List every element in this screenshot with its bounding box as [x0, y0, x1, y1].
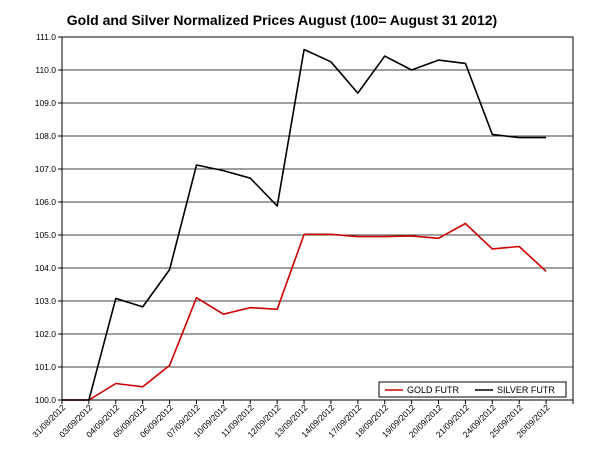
y-tick-label: 102.0: [35, 329, 57, 339]
y-tick-label: 103.0: [35, 296, 57, 306]
y-tick-label: 110.0: [35, 65, 56, 75]
y-axis: 100.0 101.0 102.0 103.0 104.0 105.0 106.0 107.0…: [35, 32, 62, 405]
y-tick-label: 105.0: [35, 230, 57, 240]
y-tick-label: 107.0: [35, 164, 57, 174]
legend-box: [378, 381, 567, 398]
plot-area: [61, 36, 574, 401]
series-lines: [62, 48, 547, 401]
y-tick-label: 106.0: [35, 197, 57, 207]
y-tick-label: 111.0: [36, 32, 56, 42]
x-axis: 31/08/201203/09/201204/09/201205/09/2012…: [30, 400, 574, 439]
legend-label-silver: SILVER FUTR: [497, 385, 555, 395]
y-tick-label: 101.0: [35, 362, 57, 372]
y-tick-label: 108.0: [35, 131, 57, 141]
gridlines: [62, 36, 573, 401]
legend: GOLD FUTR SILVER FUTR: [378, 381, 567, 398]
y-tick-label: 100.0: [35, 395, 57, 405]
chart-title: Gold and Silver Normalized Prices August…: [67, 12, 497, 28]
series-line-silver-futr: [62, 48, 547, 401]
y-tick-label: 104.0: [35, 263, 57, 273]
series-line-gold-futr: [62, 222, 547, 401]
legend-label-gold: GOLD FUTR: [407, 385, 460, 395]
y-tick-label: 109.0: [35, 98, 57, 108]
